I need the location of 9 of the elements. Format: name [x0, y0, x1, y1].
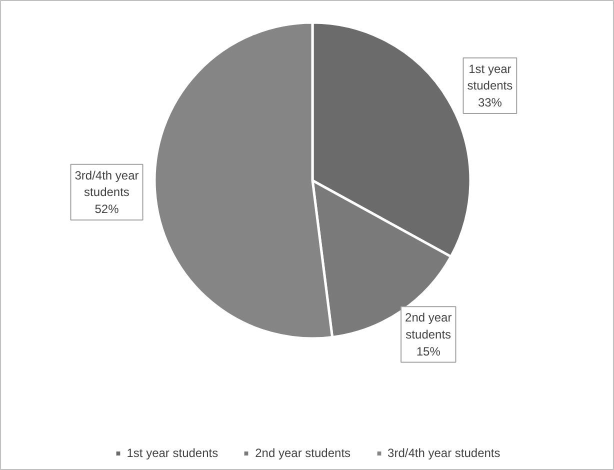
legend-label: 3rd/4th year students [388, 446, 500, 460]
slice-label: 2nd year students [405, 310, 452, 342]
slice-label: 1st year students [467, 62, 513, 93]
legend-label: 1st year students [126, 446, 218, 460]
data-label: 15% [416, 344, 441, 358]
slice-label: 3rd/4th year students [74, 168, 139, 200]
legend-label: 2nd year students [255, 446, 351, 460]
data-label: 52% [94, 202, 120, 216]
data-label: 33% [478, 96, 502, 110]
